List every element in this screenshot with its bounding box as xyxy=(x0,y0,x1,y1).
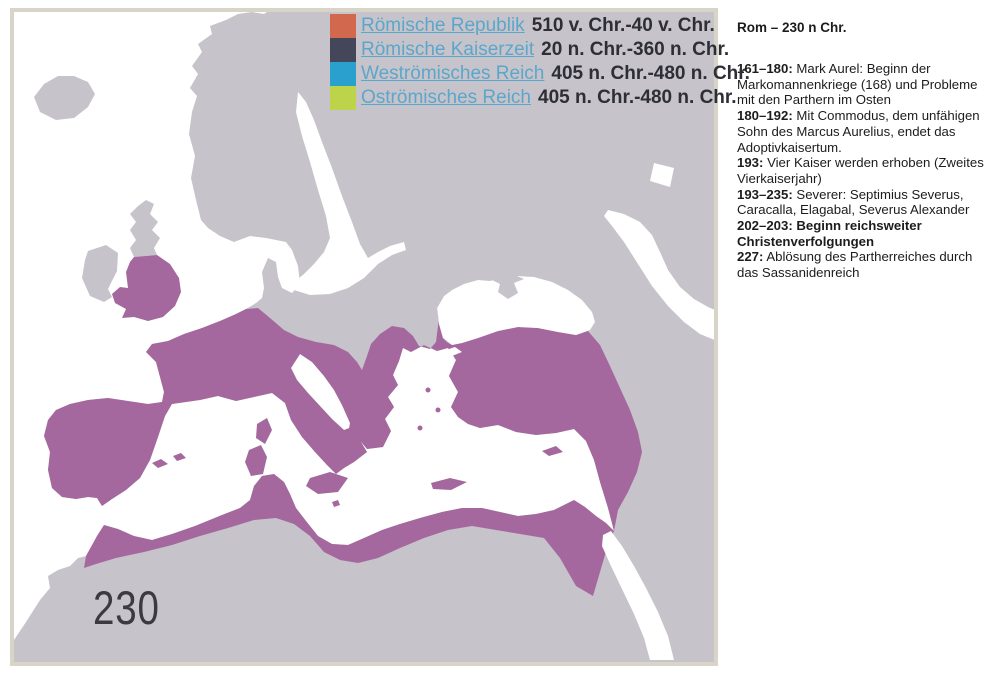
crimea-peninsula xyxy=(492,274,524,299)
event-prefix: 227: xyxy=(737,249,764,265)
legend-label-link[interactable]: Oströmisches Reich xyxy=(361,87,531,108)
legend-color-swatch xyxy=(330,38,356,62)
legend-row: Weströmisches Reich 405 n. Chr.-480 n. C… xyxy=(330,62,750,86)
land-iceland xyxy=(34,76,95,120)
legend-dates: 405 n. Chr.-480 n. Chr. xyxy=(551,63,750,84)
baltic-sea xyxy=(286,92,406,295)
event-text: Ablösung des Partherreiches durch das Sa… xyxy=(737,249,973,281)
events-list: 161–180: Mark Aurel: Beginn der Markoman… xyxy=(737,61,993,281)
event-text: Mark Aurel: Beginn der Markomannenkriege… xyxy=(737,61,978,108)
legend-row: Oströmisches Reich 405 n. Chr.-480 n. Ch… xyxy=(330,86,750,110)
legend-label-link[interactable]: Römische Kaiserzeit xyxy=(361,39,535,60)
island-malta xyxy=(332,500,340,507)
event-prefix: 193: xyxy=(737,155,764,171)
land-scotland xyxy=(130,200,160,257)
map-frame xyxy=(10,8,718,666)
caspian-sea xyxy=(604,210,714,340)
legend-dates: 20 n. Chr.-360 n. Chr. xyxy=(541,39,730,60)
legend-color-swatch xyxy=(330,86,356,110)
map-seas xyxy=(286,92,714,660)
event-text: Severer: Septimius Severus, Caracalla, E… xyxy=(737,186,970,218)
event-item: 202–203: Beginn reichsweiter Christenver… xyxy=(737,218,922,249)
map-svg xyxy=(14,12,714,662)
side-panel: Rom – 230 n Chr. 161–180: Mark Aurel: Be… xyxy=(737,20,993,281)
legend-row: Römische Kaiserzeit 20 n. Chr.-360 n. Ch… xyxy=(330,38,750,62)
island-crete xyxy=(431,478,467,490)
sea-of-marmara xyxy=(446,347,462,356)
event-item: 193: Vier Kaiser werden erhoben (Zweites… xyxy=(737,155,984,186)
island-corsica xyxy=(256,418,272,444)
event-prefix: 161–180: xyxy=(737,61,793,76)
event-text: Vier Kaiser werden erhoben (Zweites Vier… xyxy=(737,155,984,186)
event-item: 161–180: Mark Aurel: Beginn der Markoman… xyxy=(737,61,977,107)
legend: Römische Republik 510 v. Chr.-40 v. Chr.… xyxy=(330,14,750,110)
island-sicily xyxy=(306,472,348,494)
northern-lake xyxy=(650,163,674,187)
year-label: 230 xyxy=(93,581,160,634)
legend-dates: 510 v. Chr.-40 v. Chr. xyxy=(531,15,715,36)
event-text: Beginn reichsweiter Christenverfolgungen xyxy=(737,218,922,249)
empire-africa-strip xyxy=(84,474,614,596)
event-prefix: 180–192: xyxy=(737,108,793,124)
black-sea xyxy=(437,276,595,345)
map-empire xyxy=(44,255,642,596)
legend-label-link[interactable]: Weströmisches Reich xyxy=(361,63,545,84)
empire-england-wales xyxy=(112,255,181,321)
island-sardinia xyxy=(245,445,267,476)
event-prefix: 202–203: xyxy=(737,218,793,234)
legend-color-swatch xyxy=(330,62,356,86)
land-eurasia-africa xyxy=(14,12,714,662)
red-sea xyxy=(602,531,674,660)
event-item: 180–192: Mit Commodus, dem unfähigen Soh… xyxy=(737,108,980,154)
event-prefix: 193–235: xyxy=(737,186,793,202)
event-text: Mit Commodus, dem unfähigen Sohn des Mar… xyxy=(737,108,980,155)
island-aegean-3 xyxy=(417,425,423,431)
island-aegean-1 xyxy=(425,387,431,393)
legend-label-link[interactable]: Römische Republik xyxy=(361,15,525,36)
island-balearics-1 xyxy=(152,459,168,468)
land-ireland xyxy=(82,245,118,302)
legend-color-swatch xyxy=(330,14,356,38)
event-item: 227: Ablösung des Partherreiches durch d… xyxy=(737,249,972,280)
event-item: 193–235: Severer: Septimius Severus, Car… xyxy=(737,187,969,218)
legend-row: Römische Republik 510 v. Chr.-40 v. Chr. xyxy=(330,14,750,38)
map-land xyxy=(14,12,714,662)
island-aegean-2 xyxy=(435,407,441,413)
panel-title: Rom – 230 n Chr. xyxy=(737,20,847,35)
legend-dates: 405 n. Chr.-480 n. Chr. xyxy=(538,87,737,108)
island-balearics-2 xyxy=(173,453,186,461)
island-cyprus xyxy=(542,446,563,456)
empire-main xyxy=(44,290,642,531)
